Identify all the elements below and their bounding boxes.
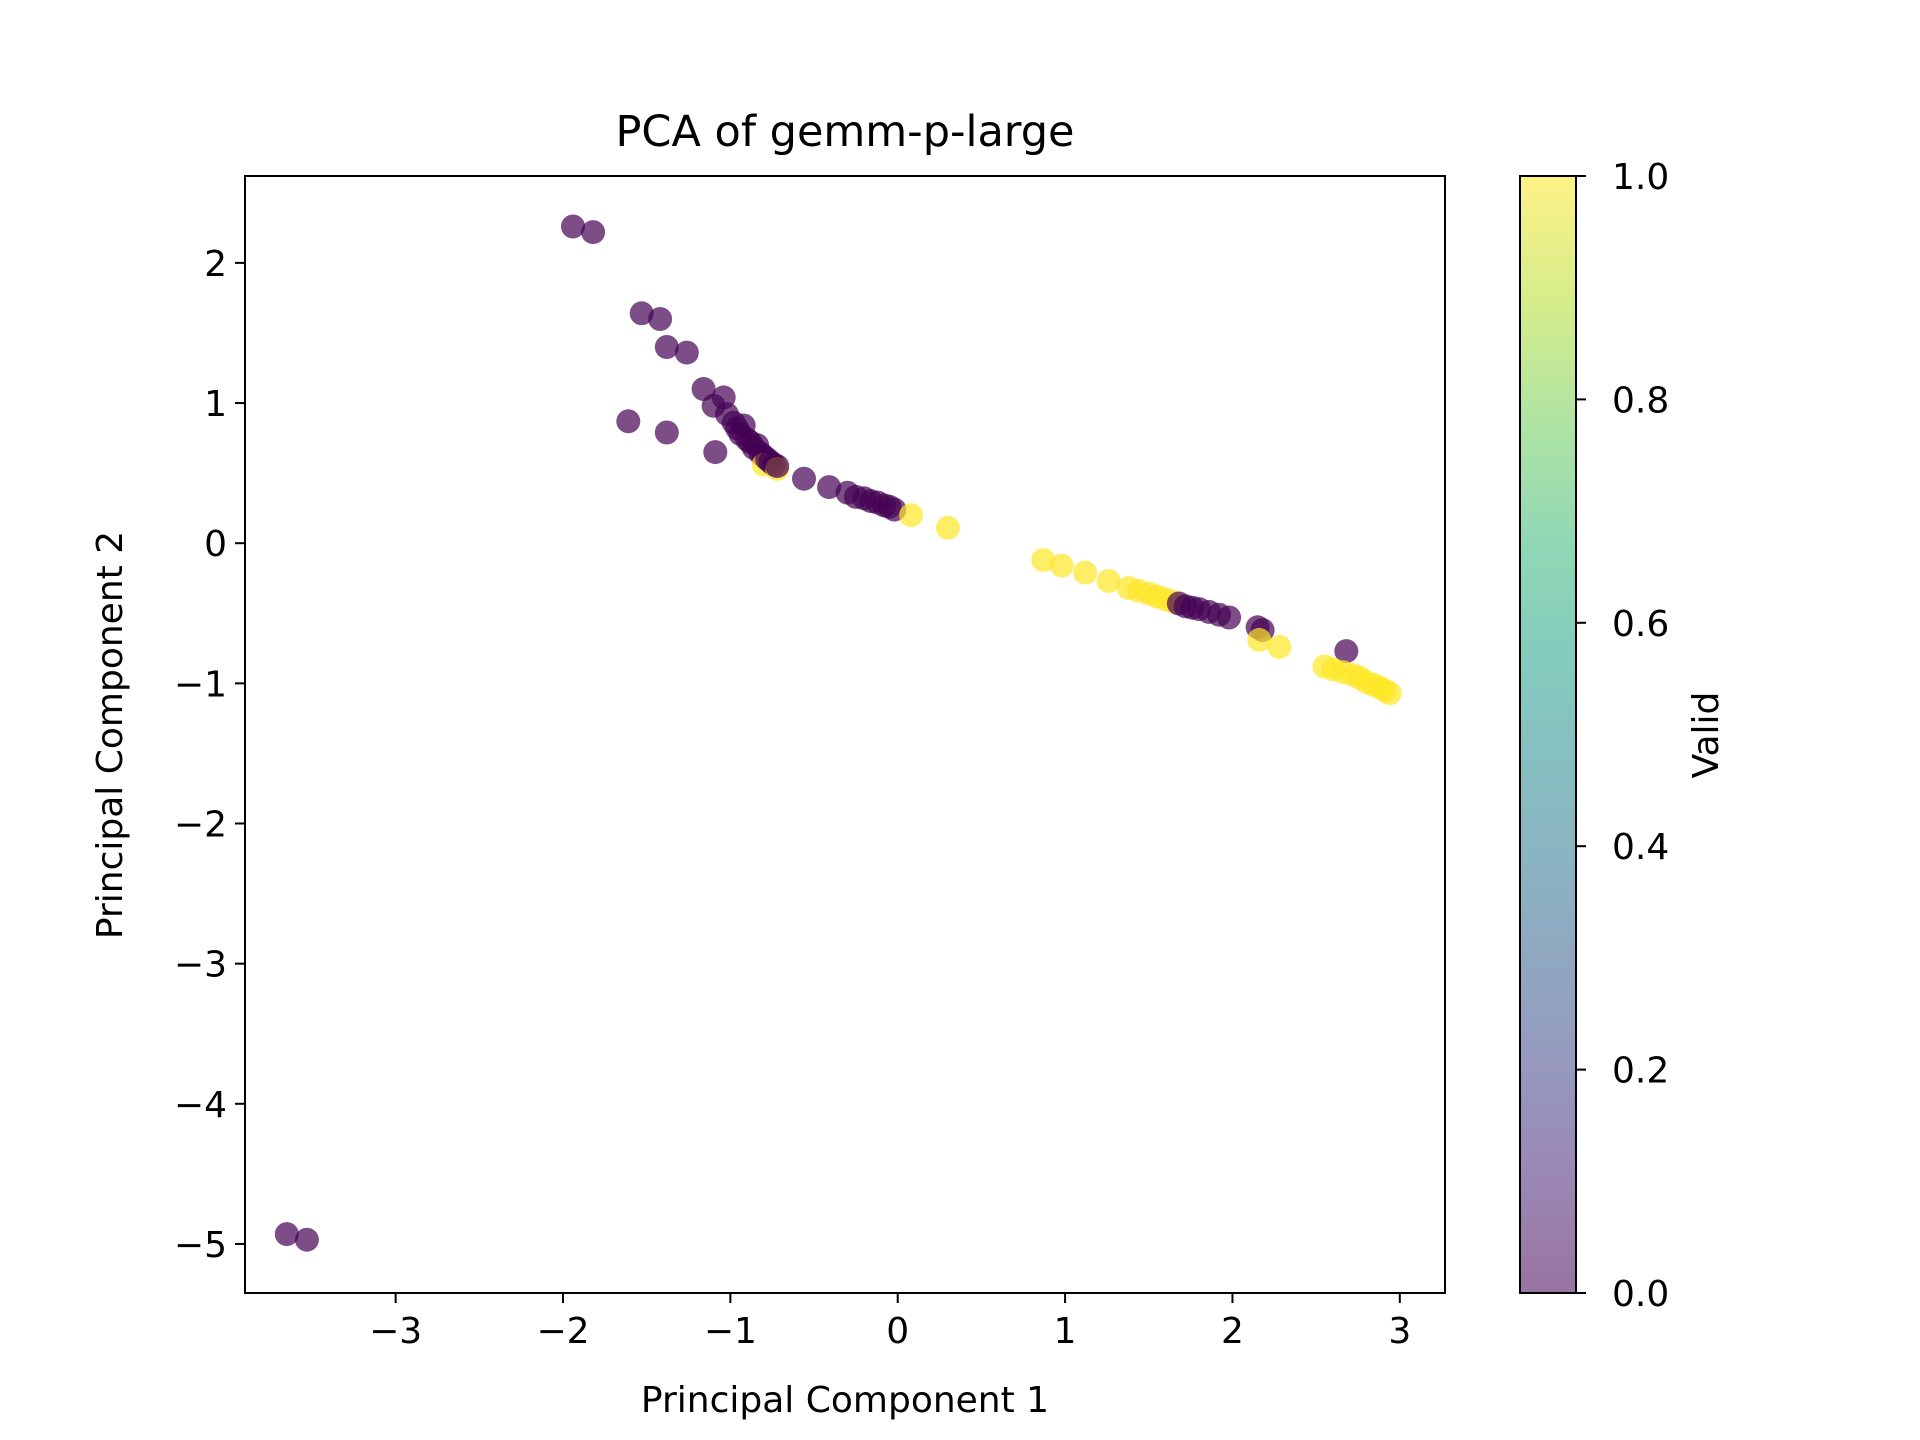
x-tick-label: −1: [704, 1311, 757, 1352]
y-axis: −5 −4 −3 −2 −1 0 1 2: [174, 244, 245, 1266]
y-axis-label: Principal Component 2: [90, 531, 131, 939]
scatter-point-11: [703, 440, 728, 465]
scatter-point-3: [581, 220, 606, 245]
scatter-point-63: [1267, 634, 1292, 659]
scatter-point-46: [1096, 569, 1121, 593]
scatter-point-31: [792, 466, 816, 491]
y-tick-label: 2: [204, 244, 227, 285]
x-tick-label: 2: [1221, 1311, 1244, 1352]
y-tick-label: −2: [174, 804, 227, 845]
x-tick-label: 1: [1054, 1311, 1077, 1352]
scatter-point-32: [817, 475, 842, 500]
scatter-point-7: [674, 340, 699, 365]
y-tick-label: −5: [174, 1225, 227, 1266]
colorbar-tick-label: 0.4: [1612, 827, 1669, 868]
colorbar: 0.0 0.2 0.4 0.6 0.8 1.0 Valid: [1519, 157, 1727, 1315]
scatter-point-4: [629, 301, 654, 326]
colorbar-tick-label: 0.0: [1612, 1274, 1669, 1315]
y-tick-label: 0: [204, 524, 227, 565]
y-tick-label: −3: [174, 945, 227, 986]
x-tick-label: −2: [536, 1311, 589, 1352]
y-tick-label: 1: [204, 384, 227, 425]
y-tick-label: −4: [174, 1085, 227, 1126]
scatter-point-64: [1334, 639, 1359, 664]
colorbar-gradient: [1520, 176, 1576, 1293]
x-tick-label: −3: [369, 1311, 422, 1352]
scatter-point-45: [1073, 560, 1098, 585]
scatter-point-74: [1377, 681, 1402, 706]
scatter-point-6: [654, 335, 679, 359]
colorbar-label: Valid: [1686, 692, 1727, 779]
plot-frame: [244, 175, 1446, 1294]
chart-title: PCA of gemm-p-large: [616, 107, 1075, 157]
scatter-point-43: [1031, 548, 1056, 572]
colorbar-ticks: 0.0 0.2 0.4 0.6 0.8 1.0: [1576, 157, 1669, 1315]
x-tick-label: 0: [886, 1311, 909, 1352]
colorbar-tick-label: 0.2: [1612, 1051, 1669, 1092]
x-axis-label: Principal Component 1: [641, 1380, 1049, 1421]
x-axis: −3 −2 −1 0 1 2 3: [369, 1293, 1411, 1352]
scatter-point-8: [616, 409, 641, 434]
scatter-point-44: [1049, 553, 1074, 578]
x-tick-label: 3: [1388, 1311, 1411, 1352]
scatter-point-1: [294, 1227, 319, 1252]
scatter-point-62: [1247, 627, 1272, 652]
scatter-points: [274, 214, 1402, 1252]
colorbar-frame: [1519, 175, 1577, 1294]
scatter-point-5: [648, 307, 673, 331]
scatter-point-9: [654, 420, 679, 445]
colorbar-tick-label: 0.8: [1612, 380, 1669, 421]
scatter-point-30: [765, 454, 790, 479]
scatter-point-42: [935, 515, 960, 540]
scatter-point-41: [899, 503, 924, 528]
scatter-point-2: [561, 214, 585, 239]
scatter-point-59: [1217, 605, 1242, 630]
colorbar-tick-label: 0.6: [1612, 604, 1669, 645]
y-tick-label: −1: [174, 664, 227, 705]
scatter-point-0: [274, 1222, 299, 1247]
colorbar-tick-label: 1.0: [1612, 157, 1669, 198]
